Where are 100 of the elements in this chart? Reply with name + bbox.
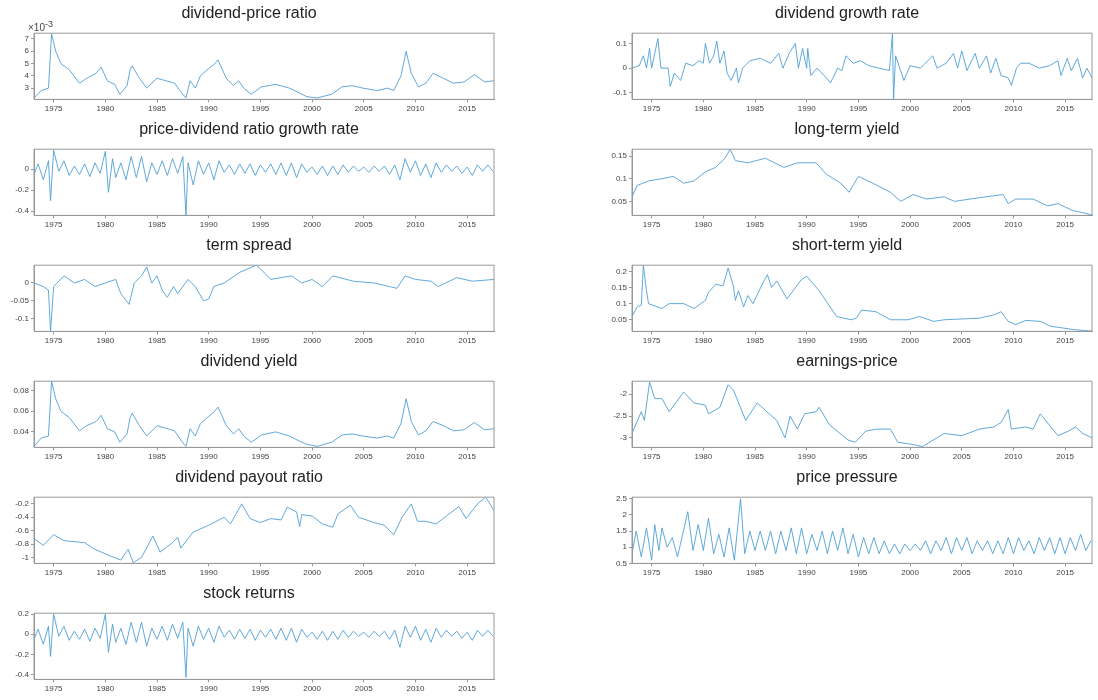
x-tick-label: 1975 <box>44 336 64 346</box>
y-tick-label: -3 <box>619 433 628 443</box>
y-tick-label: 0 <box>24 278 30 288</box>
chart-title: long-term yield <box>794 120 900 138</box>
x-tick-label: 2010 <box>406 568 425 578</box>
x-tick-label: 1980 <box>694 104 713 114</box>
x-tick-label: 1980 <box>96 104 115 114</box>
chart-title: term spread <box>206 236 292 254</box>
x-tick-label: 1990 <box>199 568 219 578</box>
x-tick-label: 1990 <box>797 104 817 114</box>
x-tick-label: 2000 <box>303 452 322 462</box>
y-tick-label: 2 <box>622 510 628 520</box>
y-tick-label: -0.2 <box>15 499 30 509</box>
y-tick-label: 0.1 <box>615 38 628 48</box>
x-tick-label: 1980 <box>96 336 115 346</box>
y-tick-label: 0.08 <box>13 385 30 395</box>
y-tick-label: 0 <box>24 629 30 639</box>
x-tick-label: 1975 <box>642 568 662 578</box>
y-tick-label: 0 <box>622 63 628 73</box>
x-tick-label: 2000 <box>303 336 322 346</box>
y-tick-label: -2.5 <box>613 411 628 421</box>
x-tick-label: 2015 <box>1056 452 1075 462</box>
chart-title: short-term yield <box>791 236 903 254</box>
x-tick-label: 2005 <box>354 568 374 578</box>
x-tick-label: 1985 <box>746 104 765 114</box>
chart-title: dividend-price ratio <box>181 4 317 22</box>
x-tick-label: 1975 <box>642 220 662 230</box>
y-tick-label: -0.2 <box>15 185 30 195</box>
chart-title: price pressure <box>796 468 898 486</box>
y-tick-label: 1.5 <box>615 526 628 536</box>
x-tick-label: 1990 <box>797 336 817 346</box>
x-tick-label: 2010 <box>406 336 425 346</box>
y-tick-label: -0.4 <box>15 669 30 679</box>
x-tick-label: 1975 <box>642 104 662 114</box>
x-tick-label: 1995 <box>849 452 868 462</box>
y-tick-label: 0.2 <box>615 266 628 276</box>
x-tick-label: 1990 <box>199 684 219 694</box>
x-tick-label: 1975 <box>642 452 662 462</box>
chart-title: earnings-price <box>796 352 898 370</box>
x-tick-label: 1980 <box>96 452 115 462</box>
y-tick-label: 0.04 <box>13 427 30 437</box>
y-tick-label: 0 <box>24 164 30 174</box>
x-tick-label: 2015 <box>458 452 477 462</box>
x-tick-label: 1995 <box>251 684 270 694</box>
y-tick-label: 0.5 <box>615 558 628 568</box>
y-tick-label: 3 <box>24 83 30 93</box>
x-tick-label: 1995 <box>251 104 270 114</box>
x-tick-label: 1980 <box>694 336 713 346</box>
x-tick-label: 1985 <box>148 452 167 462</box>
x-tick-label: 2015 <box>458 220 477 230</box>
x-tick-label: 2005 <box>952 568 972 578</box>
x-tick-label: 2000 <box>901 452 920 462</box>
x-tick-label: 2005 <box>354 684 374 694</box>
x-tick-label: 1990 <box>797 220 817 230</box>
x-tick-label: 2000 <box>901 220 920 230</box>
y-tick-label: 0.06 <box>13 406 30 416</box>
x-tick-label: 2015 <box>458 336 477 346</box>
x-tick-label: 1990 <box>199 452 219 462</box>
x-tick-label: 2005 <box>354 104 374 114</box>
x-tick-label: 1985 <box>148 220 167 230</box>
y-tick-label: 0.15 <box>611 151 628 161</box>
x-tick-label: 1985 <box>746 336 765 346</box>
y-tick-label: 0.1 <box>615 298 628 308</box>
x-tick-label: 2005 <box>354 220 374 230</box>
x-tick-label: 1975 <box>44 684 64 694</box>
x-tick-label: 2005 <box>952 336 972 346</box>
x-tick-label: 2000 <box>303 220 322 230</box>
x-tick-label: 2010 <box>406 104 425 114</box>
x-tick-label: 2015 <box>1056 336 1075 346</box>
y-tick-label: 5 <box>24 58 30 68</box>
x-tick-label: 2015 <box>1056 220 1075 230</box>
x-tick-label: 2005 <box>354 336 374 346</box>
x-tick-label: 2000 <box>901 336 920 346</box>
x-tick-label: 1985 <box>148 104 167 114</box>
x-tick-label: 1995 <box>251 452 270 462</box>
x-tick-label: 1995 <box>849 104 868 114</box>
x-tick-label: 2010 <box>406 452 425 462</box>
x-tick-label: 1980 <box>96 568 115 578</box>
x-tick-label: 2010 <box>1004 568 1023 578</box>
x-tick-label: 2000 <box>901 104 920 114</box>
y-tick-label: -0.1 <box>15 313 30 323</box>
x-tick-label: 1990 <box>199 336 219 346</box>
y-tick-label: 0.15 <box>611 282 628 292</box>
x-tick-label: 2015 <box>458 684 477 694</box>
x-tick-label: 1990 <box>199 104 219 114</box>
y-tick-label: -2 <box>619 389 628 399</box>
y-tick-label: 2.5 <box>615 494 628 504</box>
y-tick-label: -0.05 <box>10 295 30 305</box>
x-tick-label: 1975 <box>44 220 64 230</box>
y-tick-label: -0.4 <box>15 512 30 522</box>
y-tick-label: -0.6 <box>15 525 30 535</box>
y-tick-label: -0.8 <box>15 539 30 549</box>
x-tick-label: 1980 <box>694 568 713 578</box>
x-tick-label: 1980 <box>694 452 713 462</box>
y-tick-label: 0.1 <box>615 173 628 183</box>
x-tick-label: 2015 <box>1056 104 1075 114</box>
chart-title: stock returns <box>203 584 295 602</box>
chart-title: dividend yield <box>200 352 298 370</box>
x-tick-label: 1975 <box>44 568 64 578</box>
x-tick-label: 2005 <box>952 220 972 230</box>
